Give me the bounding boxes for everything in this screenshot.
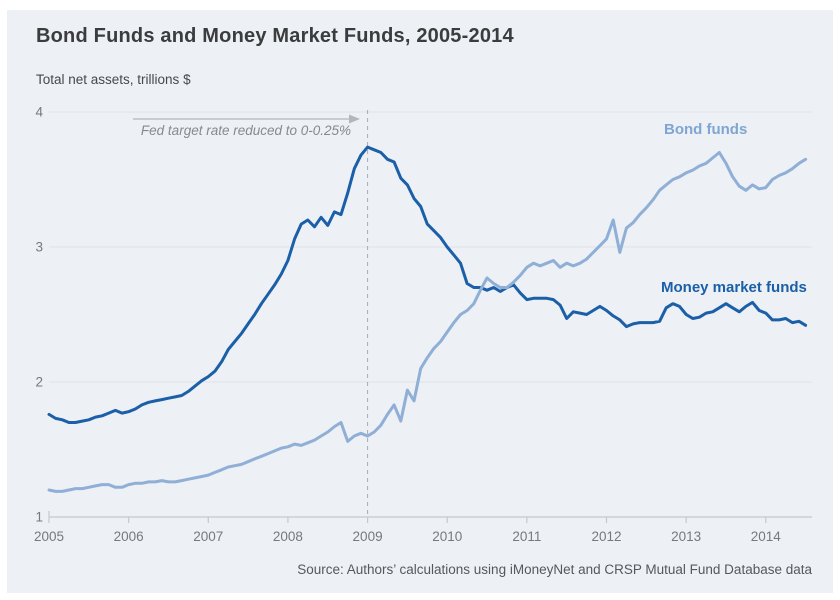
x-tick-label: 2008 [273, 529, 303, 544]
fed-rate-annotation: Fed target rate reduced to 0-0.25% [140, 123, 352, 138]
x-tick-label: 2006 [114, 529, 144, 544]
chart-title: Bond Funds and Money Market Funds, 2005-… [36, 25, 514, 47]
x-tick-label: 2011 [512, 529, 541, 544]
y-tick-label: 4 [35, 105, 43, 120]
x-tick-label: 2009 [353, 529, 383, 544]
x-tick-label: 2012 [591, 529, 621, 544]
y-tick-label: 1 [35, 510, 43, 525]
x-tick-label: 2014 [751, 529, 782, 544]
source-note: Source: Authors’ calculations using iMon… [297, 562, 812, 577]
annotation-arrow-head [349, 114, 360, 124]
bond-funds-series-label: Bond funds [664, 121, 748, 138]
x-tick-label: 2013 [671, 529, 701, 544]
chart-card-background [7, 10, 833, 593]
money-market-funds-line [47, 145, 808, 424]
y-tick-label: 3 [35, 240, 43, 255]
y-tick-label: 2 [35, 375, 43, 390]
y-axis-unit-label: Total net assets, trillions $ [36, 72, 191, 87]
x-tick-label: 2010 [432, 529, 462, 544]
bond-funds-line [47, 151, 808, 493]
money-market-funds-series-label: Money market funds [661, 279, 807, 296]
x-tick-label: 2007 [193, 529, 223, 544]
x-tick-label: 2005 [34, 529, 64, 544]
